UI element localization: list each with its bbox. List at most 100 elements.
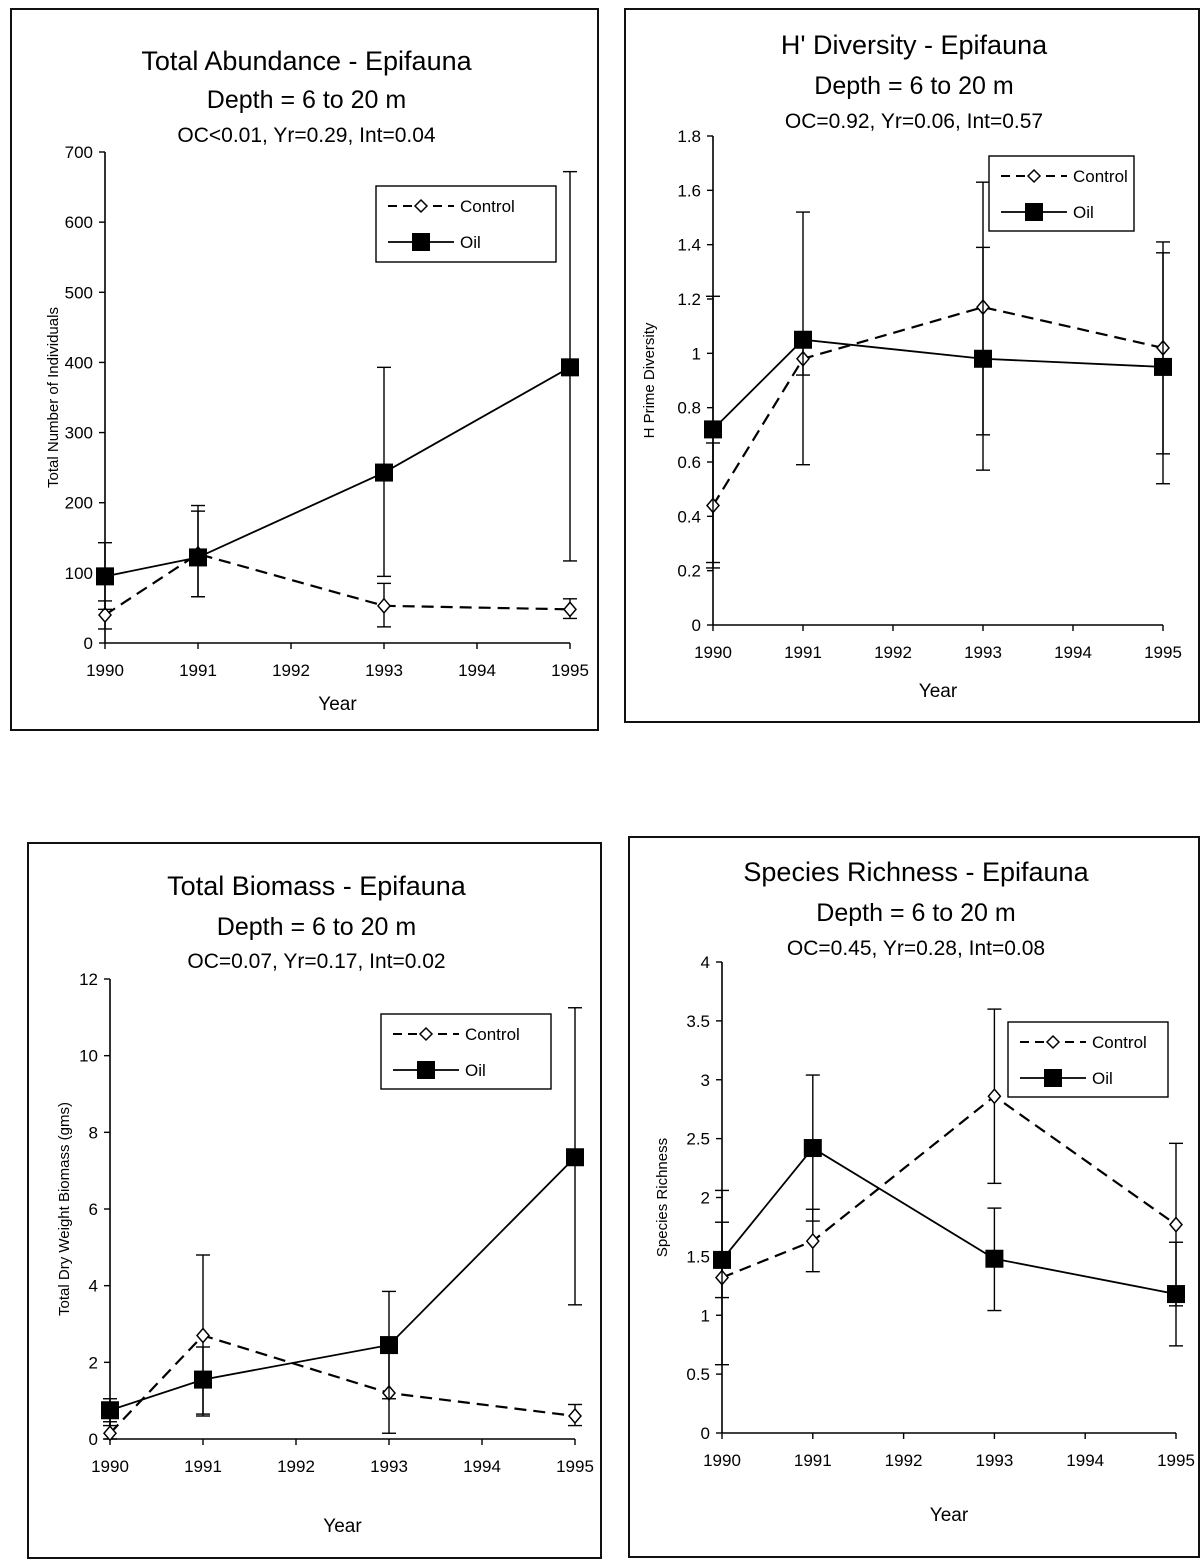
legend-marker-oil bbox=[1044, 1069, 1062, 1087]
y-tick-label: 0 bbox=[692, 616, 701, 635]
data-point-control bbox=[805, 1232, 820, 1250]
data-point-control bbox=[987, 1088, 1002, 1105]
y-tick-label: 100 bbox=[65, 564, 93, 583]
y-axis-label: Species Richness bbox=[654, 1138, 671, 1257]
y-axis-label: Total Number of Individuals bbox=[45, 307, 62, 488]
y-tick-label: 2.5 bbox=[686, 1130, 710, 1149]
data-point-oil bbox=[713, 1250, 731, 1269]
x-tick-label: 1993 bbox=[964, 643, 1002, 662]
legend-marker-oil bbox=[1025, 203, 1043, 221]
chart-panel-richness: Species Richness - Epifauna Depth = 6 to … bbox=[628, 836, 1200, 1558]
series-line-oil bbox=[721, 1146, 1177, 1295]
data-point-oil bbox=[794, 330, 812, 349]
x-tick-label: 1994 bbox=[463, 1457, 501, 1476]
x-tick-label: 1995 bbox=[551, 661, 589, 680]
legend-label: Oil bbox=[460, 233, 481, 252]
data-point-control bbox=[98, 606, 112, 624]
y-tick-label: 300 bbox=[65, 424, 93, 443]
x-tick-label: 1990 bbox=[703, 1451, 741, 1470]
chart-svg: H' Diversity - Epifauna Depth = 6 to 20 m… bbox=[641, 30, 1182, 702]
chart-panel-biomass: Total Biomass - Epifauna Depth = 6 to 20 … bbox=[27, 842, 602, 1559]
x-tick-label: 1995 bbox=[1144, 643, 1182, 662]
data-point-oil bbox=[985, 1249, 1004, 1268]
y-tick-label: 0.6 bbox=[677, 453, 701, 472]
data-point-control bbox=[377, 597, 391, 614]
legend-box bbox=[1007, 1021, 1169, 1098]
data-point-oil bbox=[189, 548, 207, 567]
series-line-oil bbox=[712, 338, 1164, 431]
y-tick-label: 1 bbox=[692, 344, 701, 363]
x-tick-label: 1994 bbox=[1054, 643, 1092, 662]
y-tick-label: 0 bbox=[84, 634, 93, 653]
data-point-control bbox=[103, 1425, 117, 1442]
x-tick-label: 1991 bbox=[179, 661, 217, 680]
y-axis-label: H Prime Diversity bbox=[641, 322, 658, 438]
x-tick-label: 1990 bbox=[694, 643, 732, 662]
legend-label: Oil bbox=[1073, 203, 1094, 222]
data-point-control bbox=[568, 1407, 582, 1425]
x-tick-label: 1992 bbox=[272, 661, 310, 680]
chart-subtitle: Depth = 6 to 20 m bbox=[207, 86, 406, 114]
chart-stats: OC=0.92, Yr=0.06, Int=0.57 bbox=[785, 110, 1043, 133]
legend-box bbox=[375, 185, 557, 263]
chart-svg: Total Biomass - Epifauna Depth = 6 to 20 … bbox=[56, 871, 594, 1537]
x-axis-label: Year bbox=[318, 694, 357, 715]
data-point-oil bbox=[96, 567, 114, 586]
data-point-oil bbox=[704, 420, 722, 439]
y-tick-label: 4 bbox=[701, 953, 710, 972]
legend-marker-oil bbox=[412, 233, 430, 251]
data-point-control bbox=[1169, 1216, 1183, 1233]
x-tick-label: 1992 bbox=[874, 643, 912, 662]
chart-subtitle: Depth = 6 to 20 m bbox=[217, 913, 416, 941]
chart-panel-diversity: H' Diversity - Epifauna Depth = 6 to 20 m… bbox=[624, 8, 1200, 723]
y-tick-label: 1.8 bbox=[677, 127, 701, 146]
x-tick-label: 1991 bbox=[794, 1451, 832, 1470]
chart-subtitle: Depth = 6 to 20 m bbox=[814, 72, 1013, 100]
series-line-control bbox=[721, 1094, 1177, 1279]
data-point-oil bbox=[375, 463, 393, 482]
legend-label: Oil bbox=[1092, 1069, 1113, 1088]
chart-svg: Total Abundance - Epifauna Depth = 6 to 2… bbox=[45, 46, 589, 715]
y-tick-label: 1.5 bbox=[686, 1247, 710, 1266]
chart-title: Total Biomass - Epifauna bbox=[167, 871, 467, 901]
legend-label: Oil bbox=[465, 1061, 486, 1080]
x-tick-label: 1990 bbox=[91, 1457, 129, 1476]
y-tick-label: 8 bbox=[89, 1123, 98, 1142]
legend-marker-control bbox=[1026, 168, 1042, 184]
y-tick-label: 400 bbox=[65, 353, 93, 372]
legend-label: Control bbox=[1092, 1033, 1147, 1052]
x-tick-label: 1990 bbox=[86, 661, 124, 680]
y-tick-label: 6 bbox=[89, 1200, 98, 1219]
y-tick-label: 700 bbox=[65, 143, 93, 162]
data-point-oil bbox=[194, 1370, 212, 1389]
y-tick-label: 2 bbox=[89, 1353, 98, 1372]
series-line-oil bbox=[109, 1156, 576, 1412]
chart-title: Total Abundance - Epifauna bbox=[141, 46, 472, 76]
data-point-oil bbox=[1154, 357, 1172, 376]
chart-subtitle: Depth = 6 to 20 m bbox=[816, 899, 1015, 927]
y-tick-label: 1.4 bbox=[677, 236, 701, 255]
series-line-oil bbox=[104, 366, 571, 578]
chart-title: H' Diversity - Epifauna bbox=[781, 30, 1048, 60]
data-point-oil bbox=[1167, 1285, 1185, 1304]
legend-marker-oil bbox=[417, 1061, 435, 1079]
y-tick-label: 2 bbox=[701, 1189, 710, 1208]
x-tick-label: 1994 bbox=[458, 661, 496, 680]
legend-label: Control bbox=[1073, 167, 1128, 186]
data-point-control bbox=[196, 1327, 210, 1344]
legend-label: Control bbox=[465, 1025, 520, 1044]
y-tick-label: 0.2 bbox=[677, 562, 701, 581]
x-tick-label: 1993 bbox=[975, 1451, 1013, 1470]
x-axis-label: Year bbox=[323, 1516, 362, 1537]
legend-label: Control bbox=[460, 197, 515, 216]
x-tick-label: 1992 bbox=[277, 1457, 315, 1476]
series-line-control bbox=[109, 1334, 576, 1435]
x-tick-label: 1992 bbox=[885, 1451, 923, 1470]
chart-stats: OC=0.07, Yr=0.17, Int=0.02 bbox=[187, 950, 445, 973]
data-point-oil bbox=[561, 358, 579, 377]
x-axis-label: Year bbox=[930, 1505, 969, 1526]
y-tick-label: 12 bbox=[79, 970, 98, 989]
legend-marker-control bbox=[1045, 1034, 1061, 1050]
y-tick-label: 3.5 bbox=[686, 1012, 710, 1031]
y-tick-label: 1.6 bbox=[677, 181, 701, 200]
